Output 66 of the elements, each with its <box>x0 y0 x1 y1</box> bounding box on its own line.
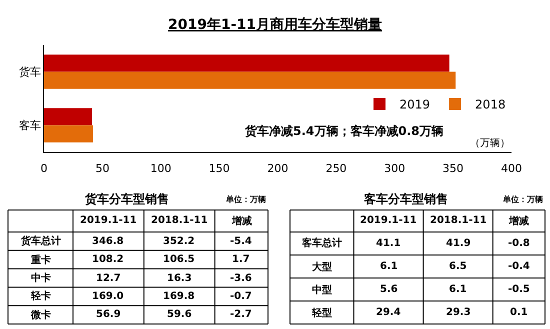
category-label: 轻型 <box>312 308 332 319</box>
text: 12.7 <box>96 273 121 284</box>
text: 56.9 <box>96 309 121 320</box>
x-tick-label: 250 <box>326 162 347 176</box>
text: 客车分车型销售 <box>363 192 448 206</box>
text: 5.6 <box>380 284 398 295</box>
legend-label: 2018 <box>475 98 506 112</box>
bar <box>44 72 456 89</box>
category-label: 微卡 <box>31 310 51 321</box>
x-tick-label: 200 <box>267 162 288 176</box>
x-tick-label: 300 <box>384 162 406 176</box>
text: 单位：万辆 <box>225 195 266 204</box>
category-label: 2019.1-11 <box>360 215 417 226</box>
category-label: 大型 <box>312 262 332 273</box>
text: 106.5 <box>163 254 195 265</box>
text: -0.7 <box>230 291 252 302</box>
category-label: 重卡 <box>31 255 51 266</box>
text: 货车分车型销售 <box>84 192 169 206</box>
text: 59.6 <box>167 309 192 320</box>
text: 0.1 <box>510 307 528 318</box>
text: 346.8 <box>92 236 124 247</box>
chart-title: 2019年1-11月商用车分车型销量 <box>168 16 382 33</box>
text: -2.7 <box>230 309 252 320</box>
text: 6.5 <box>449 261 467 272</box>
category-label: 增减 <box>231 215 252 227</box>
y-tick-label: 货车 <box>18 66 41 79</box>
bar <box>44 54 450 72</box>
text: 单位：万辆 <box>502 195 543 204</box>
bar <box>44 125 93 142</box>
bar <box>44 108 92 126</box>
category-label: 中型 <box>312 285 332 296</box>
text: -0.4 <box>508 261 530 272</box>
text: -5.4 <box>230 236 252 247</box>
text: 29.4 <box>376 307 401 318</box>
category-label: 货车总计 <box>21 236 61 247</box>
x-tick-label: 0 <box>40 162 48 176</box>
x-tick-label: 400 <box>501 162 522 176</box>
category-label: 2019.1-11 <box>80 215 137 226</box>
text: 6.1 <box>380 261 398 272</box>
text: 169.0 <box>92 291 124 302</box>
text: 29.3 <box>446 307 471 318</box>
y-tick-label: 客车 <box>18 119 41 132</box>
annotation: 货车净减5.4万辆；客车净减0.8万辆 <box>244 124 444 138</box>
legend-label: 2019 <box>400 98 430 112</box>
x-tick-label: 150 <box>208 162 230 176</box>
text: 41.1 <box>376 238 401 249</box>
category-label: 轻卡 <box>31 291 51 302</box>
category-label: 2018.1-11 <box>430 215 487 226</box>
x-tick-label: 50 <box>95 162 110 176</box>
text: -0.8 <box>508 238 530 249</box>
text: 41.9 <box>446 238 471 249</box>
text: 169.8 <box>163 291 195 302</box>
x-tick-label: 100 <box>150 162 172 176</box>
text: -3.6 <box>230 273 252 284</box>
x-tick-label: 350 <box>442 162 464 176</box>
text: -0.5 <box>508 284 530 295</box>
text: 16.3 <box>167 273 192 284</box>
x-axis-title: （万辆） <box>470 137 510 149</box>
text: 1.7 <box>232 254 250 265</box>
category-label: 中卡 <box>31 273 51 284</box>
text: 352.2 <box>163 236 195 247</box>
category-label: 增减 <box>508 215 529 227</box>
text: 6.1 <box>449 284 467 295</box>
category-label: 客车总计 <box>302 238 342 249</box>
category-label: 2018.1-11 <box>151 215 208 226</box>
text: 108.2 <box>92 254 124 265</box>
